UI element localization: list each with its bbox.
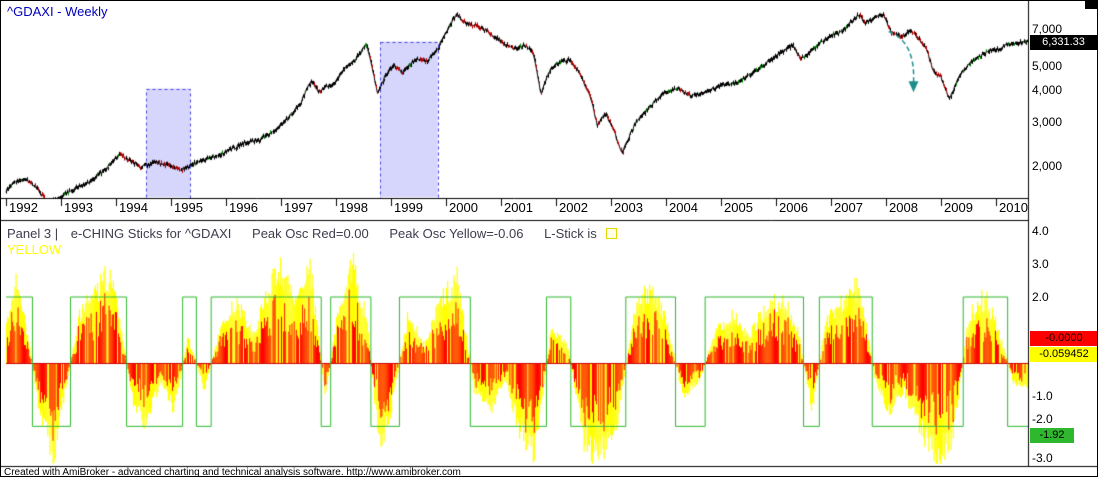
panel3-metric-red: Peak Osc Red=0.00 <box>252 226 369 241</box>
lstick-value-label: -1.92 <box>1030 428 1074 443</box>
price-axis-tick-label: 7,000 <box>1032 22 1063 36</box>
panel3-metric-yellow: Peak Osc Yellow=-0.06 <box>389 226 524 241</box>
x-axis-year-label: 2008 <box>889 200 918 215</box>
osc-axis-tick-label: 4.0 <box>1032 224 1049 238</box>
price-axis-tick-label: 3,000 <box>1032 114 1063 129</box>
osc-axis-tick-label: -1.0 <box>1032 389 1053 403</box>
osc-red-value-label: -0.0000 <box>1030 331 1097 346</box>
chart-title: ^GDAXI - Weekly <box>7 4 108 19</box>
osc-axis-tick-label: -2.0 <box>1032 412 1053 426</box>
x-axis-year-label: 1998 <box>339 200 368 215</box>
x-axis-year-label: 1992 <box>9 200 38 215</box>
x-axis-year-label: 2009 <box>944 200 973 215</box>
osc-axis-tick-label: 2.0 <box>1032 290 1049 304</box>
last-price-label: 6,331.33 <box>1030 35 1097 50</box>
osc-axis-tick-label: -3.0 <box>1032 451 1053 465</box>
panel3-title-prefix: Panel 3 | <box>7 226 59 241</box>
x-axis-year-label: 1994 <box>119 200 148 215</box>
corner-mark <box>1085 1 1097 9</box>
x-axis-year-label: 2000 <box>449 200 478 215</box>
x-axis-year-label: 2007 <box>834 200 863 215</box>
x-axis-year-label: 1996 <box>229 200 258 215</box>
panel3-title: Panel 3 | e-CHING Sticks for ^GDAXI Peak… <box>7 226 618 241</box>
x-axis-year-label: 1999 <box>394 200 423 215</box>
panel3-lstick-value: YELLOW <box>7 242 62 257</box>
x-axis-year-label: 1997 <box>284 200 313 215</box>
price-axis-tick-label: 2,000 <box>1032 159 1063 174</box>
x-axis-year-label: 1993 <box>64 200 93 215</box>
x-axis-year-label: 2002 <box>559 200 588 215</box>
osc-axis-tick-label: 3.0 <box>1032 257 1049 271</box>
footer-credit: Created with AmiBroker - advanced charti… <box>4 467 461 477</box>
x-axis-year-label: 2006 <box>779 200 808 215</box>
x-axis-year-label: 2004 <box>669 200 698 215</box>
x-axis-year-label: 2010 <box>999 200 1028 215</box>
price-axis-tick-label: 5,000 <box>1032 58 1063 73</box>
price-axis-tick-label: 4,000 <box>1032 83 1063 98</box>
panel3-title-name: e-CHING Sticks for ^GDAXI <box>70 226 232 241</box>
lstick-marker-icon <box>606 228 618 239</box>
x-axis-year-label: 1995 <box>174 200 203 215</box>
x-axis-year-label: 2003 <box>614 200 643 215</box>
x-axis-year-label: 2005 <box>724 200 753 215</box>
osc-yellow-value-label: -0.059452 <box>1030 347 1097 362</box>
x-axis-year-label: 2001 <box>504 200 533 215</box>
panel3-lstick-prefix: L-Stick is <box>544 226 597 241</box>
